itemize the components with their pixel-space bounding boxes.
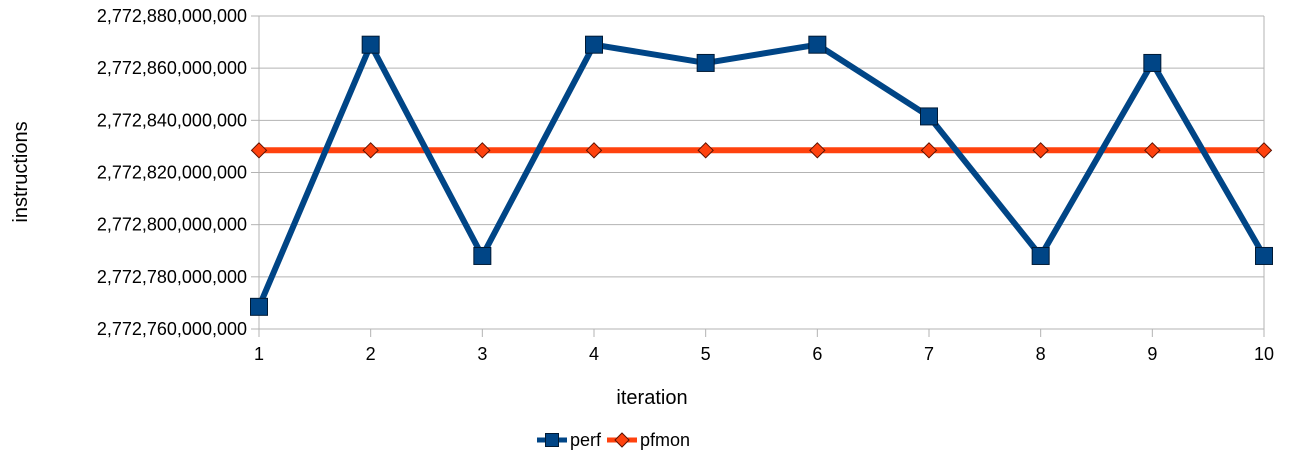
x-axis-title: iteration [616, 387, 687, 409]
x-tick-label: 3 [477, 344, 487, 364]
series [250, 35, 1273, 316]
y-tick-label: 2,772,860,000,000 [97, 58, 247, 78]
legend: perf pfmon [537, 430, 690, 450]
point-pfmon [250, 142, 268, 159]
y-tick-label: 2,772,800,000,000 [97, 215, 247, 235]
x-tick-label: 8 [1036, 344, 1046, 364]
legend-perf-marker [545, 433, 559, 447]
axes [251, 15, 1265, 337]
y-axis-title: instructions [10, 121, 32, 222]
x-tick-labels: 1 2 3 4 5 6 7 8 9 10 [254, 344, 1274, 364]
point-pfmon [697, 142, 714, 159]
point-pfmon [1255, 142, 1273, 159]
gridlines [259, 15, 1264, 278]
point-pfmon [585, 142, 603, 159]
point-perf [473, 246, 492, 265]
y-tick-label: 2,772,880,000,000 [97, 6, 247, 26]
point-perf [361, 35, 380, 54]
point-perf [696, 53, 715, 72]
y-tick-label: 2,772,840,000,000 [97, 110, 247, 130]
x-tick-label: 1 [254, 344, 264, 364]
y-tick-label: 2,772,760,000,000 [97, 319, 247, 339]
x-tick-label: 9 [1147, 344, 1157, 364]
point-pfmon [920, 142, 938, 159]
point-pfmon [809, 142, 826, 159]
point-perf [1031, 246, 1050, 265]
point-perf [920, 107, 938, 126]
point-perf [585, 35, 603, 54]
legend-item-pfmon: pfmon [607, 430, 690, 450]
point-perf [250, 297, 268, 316]
x-tick-label: 5 [701, 344, 711, 364]
x-tick-label: 7 [924, 344, 934, 364]
y-tick-label: 2,772,780,000,000 [97, 267, 247, 287]
point-perf [1255, 246, 1273, 265]
y-tick-label: 2,772,820,000,000 [97, 163, 247, 183]
point-pfmon [474, 142, 491, 159]
x-tick-label: 2 [366, 344, 376, 364]
point-pfmon [362, 142, 379, 159]
x-tick-label: 4 [589, 344, 599, 364]
point-perf [1143, 53, 1162, 72]
y-tick-labels: 2,772,760,000,000 2,772,780,000,000 2,772,… [97, 6, 247, 339]
series-line-perf [256, 41, 1267, 308]
legend-item-perf: perf [537, 430, 602, 450]
x-tick-label: 6 [812, 344, 822, 364]
legend-pfmon-label: pfmon [640, 430, 690, 450]
point-pfmon [1144, 142, 1161, 159]
point-perf [808, 35, 827, 54]
x-tick-label: 10 [1254, 344, 1274, 364]
legend-perf-label: perf [570, 430, 602, 450]
legend-pfmon-marker [614, 432, 630, 448]
point-pfmon [1032, 142, 1049, 159]
